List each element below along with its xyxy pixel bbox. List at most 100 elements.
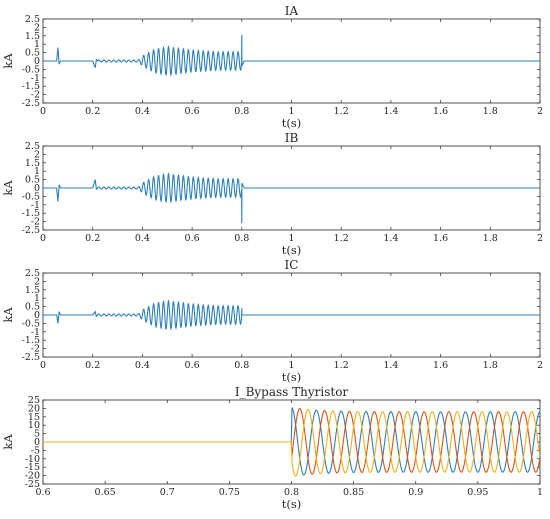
y-tick-label: 1	[34, 39, 40, 50]
series-line	[43, 409, 540, 477]
x-tick-label: 0	[40, 233, 46, 244]
y-tick-label: -2.5	[22, 98, 40, 109]
y-tick-label: 2	[34, 149, 40, 160]
x-tick-label: 1.2	[334, 233, 349, 244]
y-tick-label: 1	[34, 166, 40, 177]
y-tick-label: -20	[25, 471, 40, 482]
y-tick-label: -15	[25, 462, 40, 473]
x-tick-label: 2	[537, 106, 543, 117]
series-line	[43, 299, 540, 331]
x-tick-label: 1.8	[483, 233, 498, 244]
chart-ia: IA kA t(s) 0 0.2 0.4 0.6 0.8 1 1.2 1.4 1.6 1.8 22.…	[1, 4, 543, 130]
y-tick-label: -1	[31, 200, 40, 211]
x-tick-label: 0.4	[135, 233, 150, 244]
x-tick-label: 0.85	[343, 487, 364, 498]
x-tick-label: 1.8	[483, 360, 498, 371]
y-tick-label: -1	[31, 327, 40, 338]
x-tick-label: 1.2	[334, 106, 349, 117]
y-tick-label: 1.5	[25, 285, 40, 296]
x-tick-label: 0.2	[85, 106, 100, 117]
y-tick-label: 2.5	[25, 268, 40, 279]
y-tick-label: -2	[31, 344, 40, 355]
x-tick-label: 0.6	[185, 106, 200, 117]
y-tick-label: -25	[25, 479, 40, 490]
y-tick-label: 1.5	[25, 31, 40, 42]
x-tick-label: 0.75	[219, 487, 240, 498]
x-tick-label: 1.2	[334, 360, 349, 371]
chart-title: IB	[285, 131, 299, 145]
x-axis-label: t(s)	[282, 243, 302, 257]
y-axis-label: kA	[1, 53, 15, 69]
x-axis-label: t(s)	[282, 370, 302, 384]
y-tick-label: 0	[34, 183, 40, 194]
x-tick-label: 0	[40, 360, 46, 371]
y-tick-label: -1.5	[22, 81, 40, 92]
y-tick-label: -0.5	[22, 64, 40, 75]
x-tick-label: 0.2	[85, 233, 100, 244]
x-tick-label: 0.4	[135, 106, 150, 117]
y-tick-label: -1.5	[22, 335, 40, 346]
y-tick-label: -0.5	[22, 191, 40, 202]
chart-title: IA	[285, 4, 299, 18]
y-tick-label: 1	[34, 293, 40, 304]
x-axis-label: t(s)	[282, 497, 302, 511]
y-tick-label: -2.5	[22, 225, 40, 236]
x-tick-label: 0.6	[185, 233, 200, 244]
y-tick-label: 2	[34, 276, 40, 287]
y-tick-label: -2	[31, 90, 40, 101]
x-tick-label: 0.4	[135, 360, 150, 371]
y-tick-label: -5	[31, 445, 40, 456]
y-axis-label: kA	[1, 180, 15, 196]
y-tick-label: 0	[34, 310, 40, 321]
y-tick-label: 15	[28, 412, 40, 423]
x-tick-label: 1.6	[433, 360, 448, 371]
y-tick-label: -0.5	[22, 318, 40, 329]
x-tick-label: 1	[288, 360, 294, 371]
y-tick-label: -1.5	[22, 208, 40, 219]
chart-title: I_Bypass Thyristor	[235, 385, 349, 399]
x-tick-label: 1.6	[433, 106, 448, 117]
y-tick-label: 0.5	[25, 302, 40, 313]
y-tick-label: 2.5	[25, 141, 40, 152]
x-tick-label: 0.9	[408, 487, 423, 498]
x-tick-label: 0.7	[160, 487, 175, 498]
x-tick-label: 1.4	[383, 106, 398, 117]
chart-ic: IC kA t(s) 0 0.2 0.4 0.6 0.8 1 1.2 1.4 1.6 1.8 22.…	[1, 258, 543, 384]
x-tick-label: 0.95	[467, 487, 488, 498]
x-tick-label: 0.8	[284, 487, 299, 498]
y-tick-label: -2.5	[22, 352, 40, 363]
y-tick-label: 5	[34, 429, 40, 440]
x-tick-label: 0.8	[234, 360, 249, 371]
x-tick-label: 1.4	[383, 360, 398, 371]
x-tick-label: 2	[537, 233, 543, 244]
x-tick-label: 0.2	[85, 360, 100, 371]
y-tick-label: 20	[28, 403, 40, 414]
y-tick-label: -2	[31, 217, 40, 228]
series-line	[43, 172, 540, 224]
y-axis-label: kA	[1, 307, 15, 323]
x-tick-label: 1.6	[433, 233, 448, 244]
y-tick-label: 1.5	[25, 158, 40, 169]
chart-title: IC	[285, 258, 299, 272]
series-line	[43, 407, 540, 476]
y-tick-label: 0	[34, 437, 40, 448]
x-tick-label: 1	[288, 233, 294, 244]
x-tick-label: 1.4	[383, 233, 398, 244]
x-tick-label: 0.65	[95, 487, 116, 498]
y-tick-label: 25	[28, 395, 40, 406]
x-tick-label: 0.6	[35, 487, 50, 498]
x-tick-label: 2	[537, 360, 543, 371]
y-tick-label: -1	[31, 73, 40, 84]
y-tick-label: 0.5	[25, 48, 40, 59]
x-tick-label: 1	[288, 106, 294, 117]
x-axis-label: t(s)	[282, 116, 302, 130]
y-tick-label: 0	[34, 56, 40, 67]
y-tick-label: 2	[34, 22, 40, 33]
y-tick-label: 0.5	[25, 175, 40, 186]
y-tick-label: -10	[25, 454, 40, 465]
chart-bypass-thyristor: I_Bypass Thyristor kA t(s) 0.6 0.65 0.7 0.7…	[1, 385, 543, 511]
y-tick-label: 10	[28, 420, 40, 431]
x-tick-label: 0.8	[234, 106, 249, 117]
y-tick-label: 2.5	[25, 14, 40, 25]
